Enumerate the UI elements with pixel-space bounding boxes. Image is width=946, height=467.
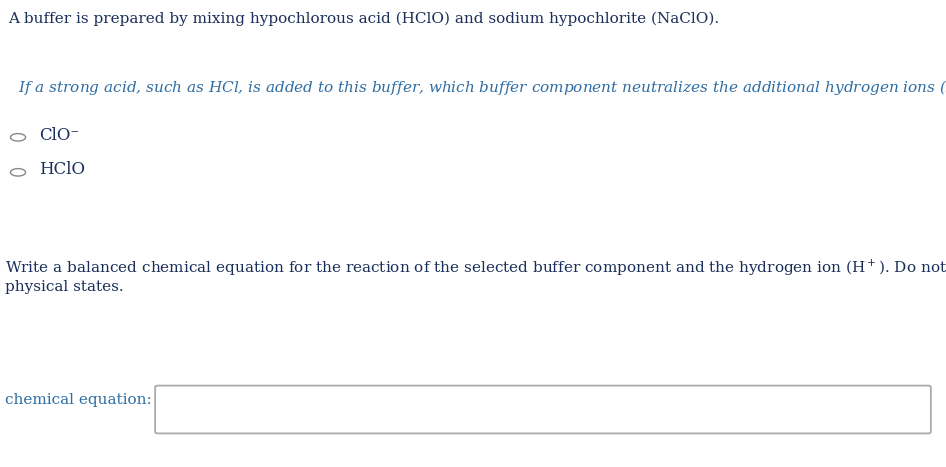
- Text: physical states.: physical states.: [5, 280, 124, 294]
- FancyBboxPatch shape: [155, 386, 931, 433]
- Text: ClO⁻: ClO⁻: [39, 127, 79, 143]
- Text: If a strong acid, such as HCl, is added to this buffer, which buffer component n: If a strong acid, such as HCl, is added …: [18, 78, 946, 98]
- Text: A buffer is prepared by mixing hypochlorous acid (HClO) and sodium hypochlorite : A buffer is prepared by mixing hypochlor…: [8, 12, 719, 27]
- Text: HClO: HClO: [39, 162, 85, 178]
- Text: Write a balanced chemical equation for the reaction of the selected buffer compo: Write a balanced chemical equation for t…: [5, 258, 946, 278]
- Text: chemical equation:: chemical equation:: [5, 393, 151, 407]
